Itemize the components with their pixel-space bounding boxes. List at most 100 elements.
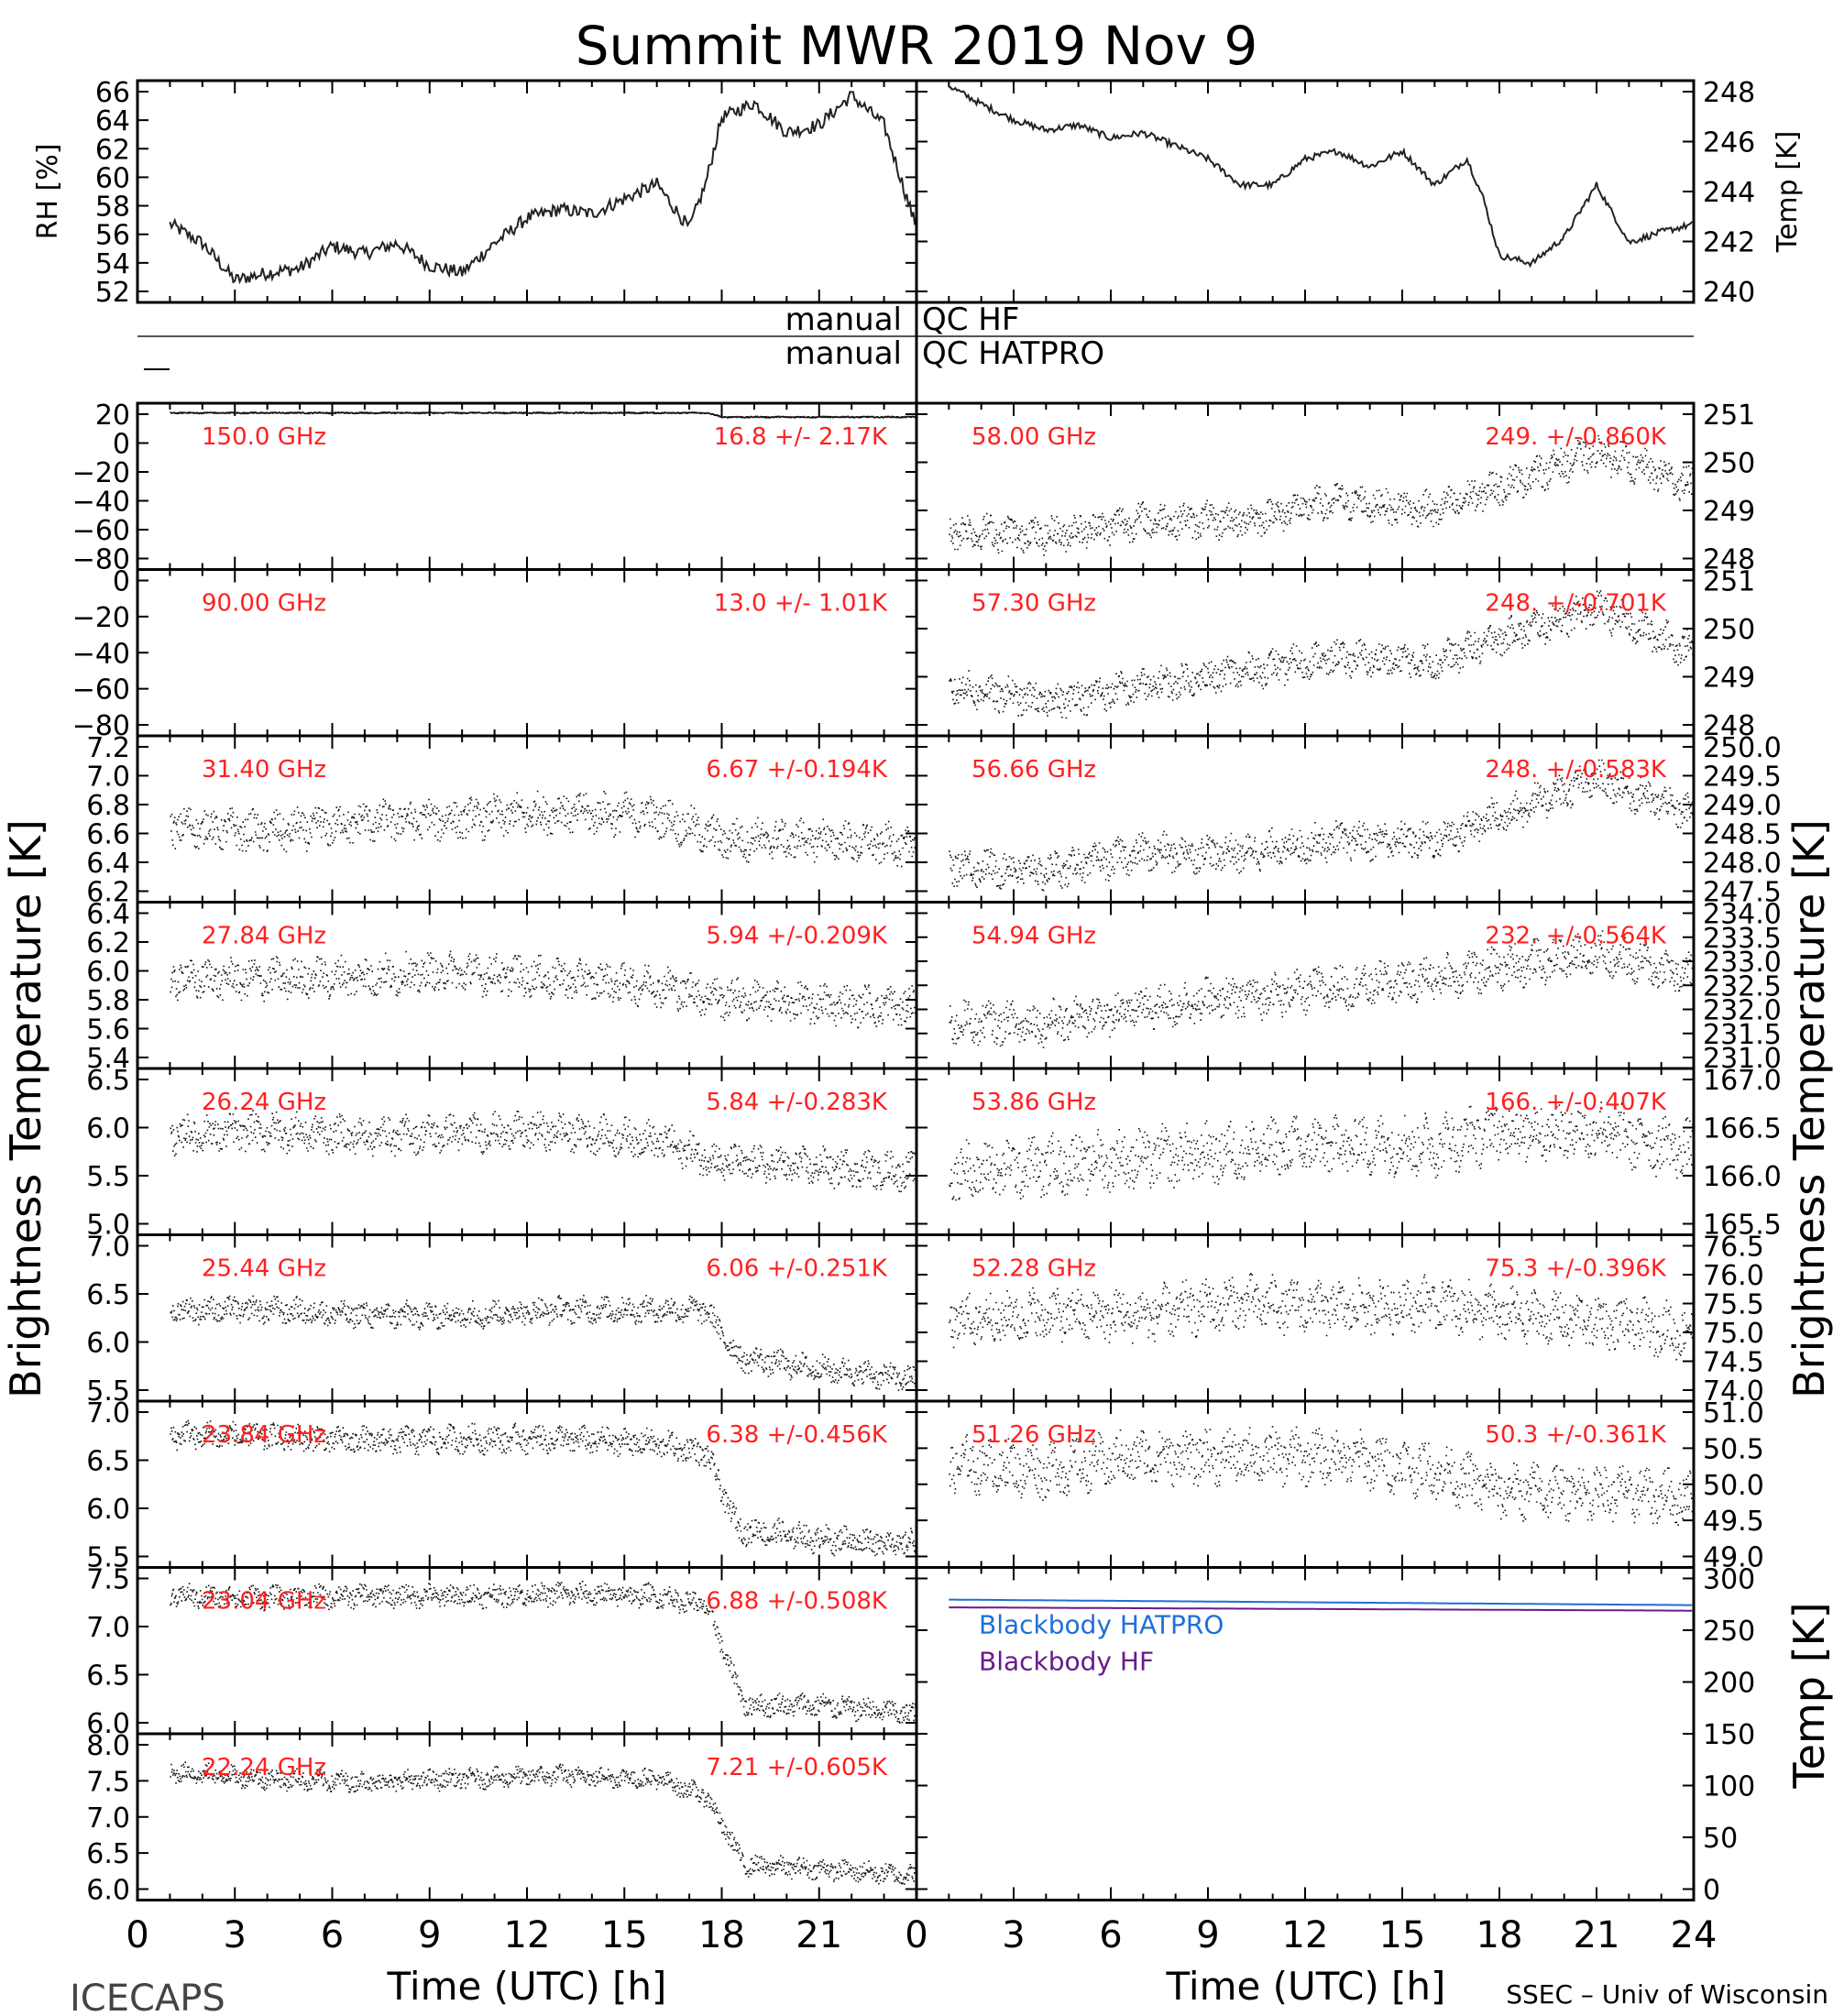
y-tick-label: 248 <box>1703 710 1755 742</box>
y-tick-label: −40 <box>72 638 130 670</box>
y-tick-label: 150 <box>1703 1719 1755 1751</box>
y-tick-label: 0 <box>113 566 130 598</box>
y-tick-label: 248.0 <box>1703 848 1782 880</box>
temp-axis-label: Temp [K] <box>1772 131 1804 254</box>
left-y-axis-label: Brightness Temperature [K] <box>1 819 50 1398</box>
x-tick-label: 21 <box>796 1914 842 1956</box>
channel-panel-right: 251 250 249 248 58.00 GHz 249. +/-0.860K <box>916 400 1755 576</box>
channel-panel-left: 8.0 7.5 7.06.5 6.0 22.24 GHz 7.21 +/-0.605K <box>86 1730 918 1907</box>
channel-panel-left: 0 −20 −40 −60−80 90.00 GHz 13.0 +/- 1.01K <box>72 566 917 742</box>
data-series <box>170 1110 918 1193</box>
channel-stats-label: 249. +/-0.860K <box>1485 423 1667 451</box>
blackbody-legend-entry: Blackbody HATPRO <box>979 1610 1224 1640</box>
data-series <box>170 1419 918 1557</box>
data-series <box>949 1101 1696 1201</box>
channel-frequency-label: 22.24 GHz <box>202 1754 326 1781</box>
y-tick-label: 7.5 <box>86 1766 130 1798</box>
y-tick-label: 62 <box>95 134 130 166</box>
y-tick-label: 6.5 <box>86 1838 130 1870</box>
y-tick-label: 60 <box>95 162 130 194</box>
channel-stats-label: 166. +/-0.407K <box>1485 1089 1667 1116</box>
y-tick-label: 247.5 <box>1703 877 1782 909</box>
channel-frequency-label: 54.94 GHz <box>971 923 1096 950</box>
channel-stats-label: 13.0 +/- 1.01K <box>714 590 888 618</box>
y-tick-label: 246 <box>1703 127 1755 159</box>
y-tick-label: 251 <box>1703 566 1755 598</box>
x-tick-label: 18 <box>698 1914 745 1956</box>
x-tick-label: 6 <box>321 1914 344 1956</box>
x-tick-label: 0 <box>126 1914 148 1956</box>
y-tick-label: 233.0 <box>1703 947 1782 979</box>
y-tick-label: 76.0 <box>1703 1260 1764 1292</box>
x-tick-label: 0 <box>905 1914 927 1956</box>
y-tick-label: 100 <box>1703 1771 1755 1803</box>
channel-panel-right: 51.050.5 50.0 49.5 49.0 51.26 GHz 50.3 +/-0.3… <box>916 1397 1764 1574</box>
y-tick-label: 7.5 <box>86 1564 130 1596</box>
channel-panel-left: 7.5 7.0 6.5 6.0 23.04 GHz 6.88 +/-0.508K <box>86 1564 918 1740</box>
y-tick-label: 6.4 <box>86 848 130 880</box>
x-axis-label-right: Time (UTC) [h] <box>1166 1964 1446 2009</box>
y-tick-label: 6.2 <box>86 927 130 959</box>
data-series <box>949 930 1696 1048</box>
x-tick-label: 21 <box>1574 1914 1620 1956</box>
y-tick-label: 249.5 <box>1703 761 1782 794</box>
data-series <box>949 434 1696 556</box>
y-tick-label: 6.8 <box>86 790 130 822</box>
y-tick-label: 248.5 <box>1703 819 1782 851</box>
y-tick-label: 244 <box>1703 177 1755 209</box>
y-tick-label: 200 <box>1703 1668 1755 1700</box>
channel-panel-left: 7.0 6.5 6.0 5.5 25.44 GHz 6.06 +/-0.251K <box>86 1232 918 1408</box>
y-tick-label: 6.0 <box>86 957 130 989</box>
y-tick-label: 5.5 <box>86 1161 130 1193</box>
y-tick-label: 7.2 <box>86 732 130 764</box>
chart-title: Summit MWR 2019 Nov 9 <box>576 15 1258 77</box>
y-tick-label: 7.0 <box>86 1612 130 1644</box>
x-tick-label: 24 <box>1671 1914 1718 1956</box>
y-tick-label: 5.0 <box>86 1210 130 1242</box>
rh-panel-frame <box>136 79 918 304</box>
y-tick-label: 232.5 <box>1703 970 1782 1003</box>
y-tick-label: 74.5 <box>1703 1347 1764 1379</box>
channel-panel-left: 7.27.06.86.66.46.2 31.40 GHz 6.67 +/-0.194… <box>86 732 918 909</box>
temp-panel: 248 246 244 242 240 Temp [K] <box>916 77 1804 309</box>
channel-frequency-label: 26.24 GHz <box>202 1089 326 1116</box>
channel-frequency-label: 56.66 GHz <box>971 756 1096 783</box>
y-tick-label: 66 <box>95 77 130 109</box>
y-tick-label: 0 <box>113 429 130 461</box>
y-tick-label: 50.0 <box>1703 1470 1764 1502</box>
rh-axis-label: RH [%] <box>32 144 64 240</box>
channel-frequency-label: 57.30 GHz <box>971 590 1096 618</box>
y-tick-label: 232.0 <box>1703 995 1782 1027</box>
y-tick-label: 5.4 <box>86 1043 130 1075</box>
data-series <box>170 950 918 1029</box>
x-tick-label: 15 <box>1379 1914 1426 1956</box>
y-tick-label: 50.5 <box>1703 1433 1764 1465</box>
channel-frequency-label: 58.00 GHz <box>971 423 1096 451</box>
y-tick-label: 8.0 <box>86 1730 130 1762</box>
y-tick-label: 7.0 <box>86 761 130 794</box>
y-tick-label: 249 <box>1703 496 1755 528</box>
y-tick-label: 248 <box>1703 544 1755 576</box>
y-tick-label: 5.5 <box>86 1542 130 1574</box>
y-tick-label: 7.0 <box>86 1232 130 1264</box>
y-tick-label: 56 <box>95 220 130 252</box>
y-tick-label: 233.5 <box>1703 923 1782 955</box>
y-tick-label: 52 <box>95 277 130 309</box>
y-tick-label: −60 <box>72 515 130 547</box>
channel-stats-label: 6.06 +/-0.251K <box>706 1255 888 1283</box>
y-tick-label: 7.0 <box>86 1802 130 1835</box>
channel-stats-label: 232. +/-0.564K <box>1485 923 1667 950</box>
y-tick-label: 6.5 <box>86 1279 130 1311</box>
blackbody-panel: 300 250 200 150 100 50 0 Blackbody HATPRO Blackb… <box>916 1564 1833 1907</box>
y-tick-label: 250 <box>1703 448 1755 480</box>
y-tick-label: 58 <box>95 192 130 224</box>
x-tick-label: 3 <box>224 1914 247 1956</box>
channel-panel-left: 200−20−40−60−80 150.0 GHz 16.8 +/- 2.17K <box>72 400 918 576</box>
y-tick-label: 166.0 <box>1703 1161 1782 1193</box>
y-tick-label: −80 <box>72 710 130 742</box>
x-tick-label: 18 <box>1476 1914 1523 1956</box>
blackbody-panel-frame <box>915 1566 1696 1901</box>
data-series <box>949 1273 1696 1361</box>
